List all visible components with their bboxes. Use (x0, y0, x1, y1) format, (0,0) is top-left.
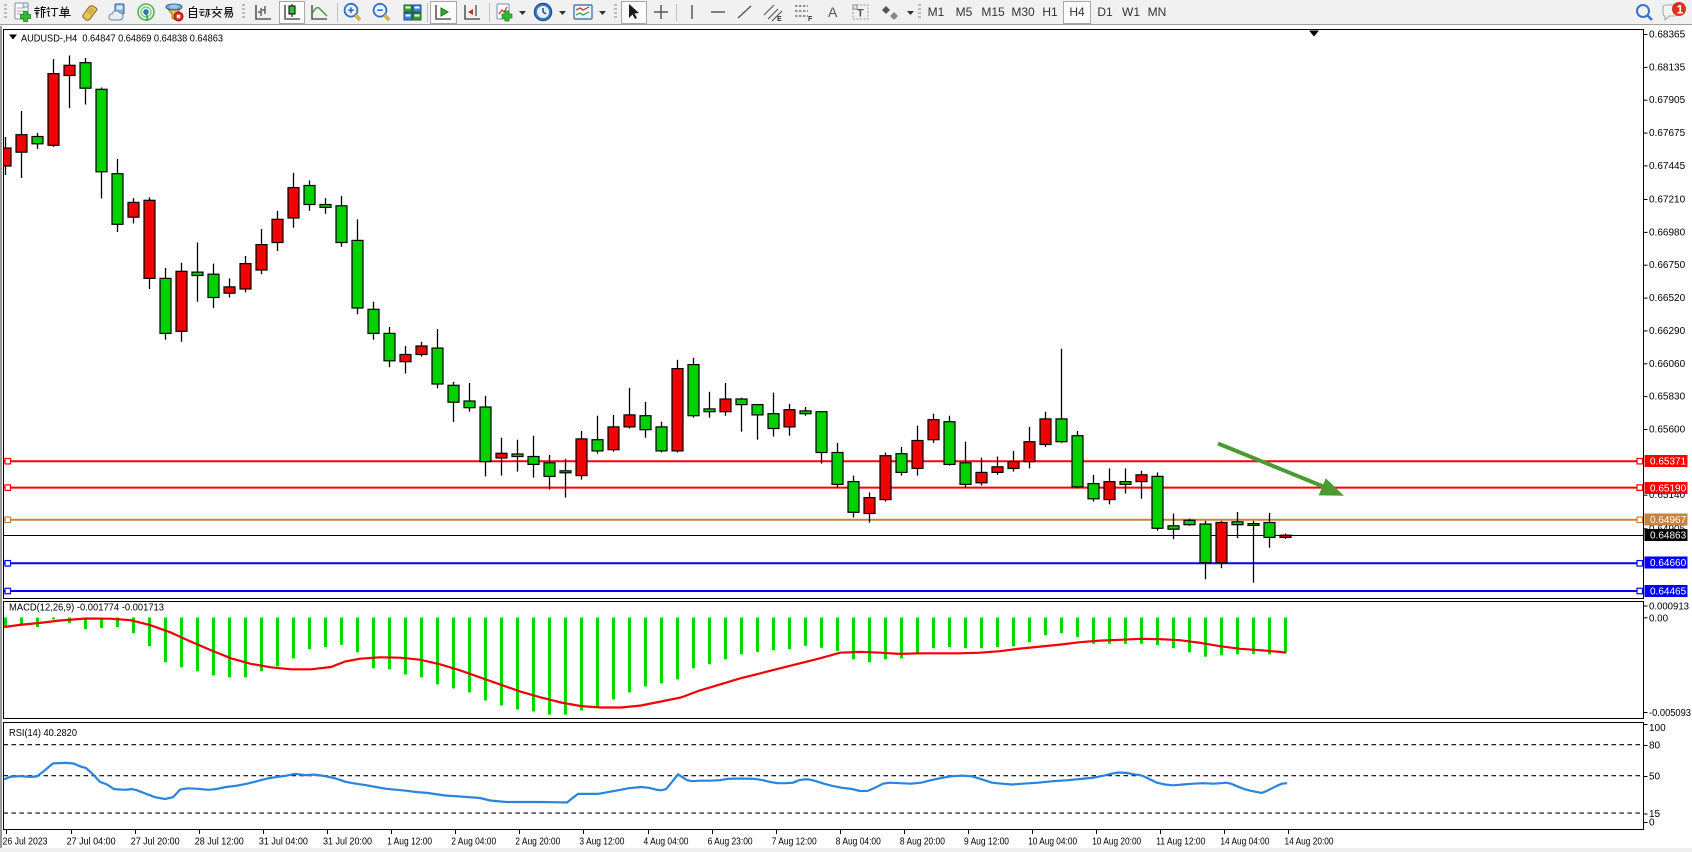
svg-text:14 Aug 20:00: 14 Aug 20:00 (1285, 837, 1334, 848)
svg-text:8 Aug 20:00: 8 Aug 20:00 (900, 837, 945, 848)
svg-text:2 Aug 04:00: 2 Aug 04:00 (451, 837, 496, 848)
svg-text:T: T (857, 8, 864, 20)
svg-text:1 Aug 12:00: 1 Aug 12:00 (387, 837, 432, 848)
svg-text:0.65600: 0.65600 (1649, 425, 1686, 436)
svg-text:50: 50 (1649, 772, 1661, 783)
svg-text:4 Aug 04:00: 4 Aug 04:00 (644, 837, 689, 848)
svg-text:0.64660: 0.64660 (1650, 558, 1687, 569)
svg-text:100: 100 (1649, 723, 1666, 734)
svg-text:3 Aug 12:00: 3 Aug 12:00 (579, 837, 624, 848)
svg-text:10 Aug 20:00: 10 Aug 20:00 (1092, 837, 1141, 848)
svg-text:MACD(12,26,9) -0.001774 -0.001: MACD(12,26,9) -0.001774 -0.001713 (9, 602, 164, 614)
svg-text:0.65830: 0.65830 (1649, 392, 1686, 403)
svg-text:0.67445: 0.67445 (1649, 161, 1686, 172)
svg-text:2 Aug 20:00: 2 Aug 20:00 (515, 837, 560, 848)
svg-text:31 Jul 20:00: 31 Jul 20:00 (323, 837, 372, 848)
svg-text:0.65371: 0.65371 (1650, 457, 1687, 468)
svg-text:8 Aug 04:00: 8 Aug 04:00 (836, 837, 881, 848)
svg-text:0.67675: 0.67675 (1649, 128, 1686, 139)
svg-text:0.66980: 0.66980 (1649, 227, 1686, 238)
svg-text:0.65190: 0.65190 (1650, 484, 1687, 495)
svg-text:AUDUSD-,H4 0.64847 0.64869 0.: AUDUSD-,H4 0.64847 0.64869 0.64838 0.648… (21, 33, 223, 45)
svg-text:31 Jul 04:00: 31 Jul 04:00 (259, 837, 308, 848)
svg-text:80: 80 (1649, 741, 1661, 752)
svg-text:0.64863: 0.64863 (1650, 531, 1687, 542)
svg-text:10 Aug 04:00: 10 Aug 04:00 (1028, 837, 1077, 848)
svg-text:0.66520: 0.66520 (1649, 293, 1686, 304)
svg-text:0.64967: 0.64967 (1650, 515, 1687, 526)
svg-text:0.65140: 0.65140 (1649, 490, 1686, 501)
svg-text:0.67905: 0.67905 (1649, 95, 1686, 106)
svg-text:0.68135: 0.68135 (1649, 62, 1686, 73)
svg-text:9 Aug 12:00: 9 Aug 12:00 (964, 837, 1009, 848)
svg-text:-0.005093: -0.005093 (1649, 708, 1691, 719)
svg-text:RSI(14) 40.2820: RSI(14) 40.2820 (9, 727, 77, 739)
svg-text:1: 1 (1677, 3, 1684, 17)
svg-text:28 Jul 12:00: 28 Jul 12:00 (195, 837, 244, 848)
svg-text:0: 0 (1649, 818, 1655, 829)
svg-text:0.64465: 0.64465 (1650, 587, 1687, 598)
svg-text:E: E (777, 16, 782, 23)
svg-text:0.000913: 0.000913 (1649, 602, 1689, 613)
svg-text:7 Aug 12:00: 7 Aug 12:00 (772, 837, 817, 848)
svg-text:F: F (808, 16, 813, 23)
svg-text:27 Jul 04:00: 27 Jul 04:00 (67, 837, 116, 848)
svg-text:15: 15 (1649, 809, 1661, 820)
svg-text:0.68365: 0.68365 (1649, 30, 1686, 41)
svg-text:27 Jul 20:00: 27 Jul 20:00 (131, 837, 180, 848)
svg-text:6 Aug 23:00: 6 Aug 23:00 (708, 837, 753, 848)
svg-text:0.66060: 0.66060 (1649, 359, 1686, 370)
svg-text:11 Aug 12:00: 11 Aug 12:00 (1156, 837, 1205, 848)
svg-text:14 Aug 04:00: 14 Aug 04:00 (1220, 837, 1269, 848)
svg-text:0.00: 0.00 (1649, 613, 1668, 624)
svg-text:0.66290: 0.66290 (1649, 326, 1686, 337)
svg-text:0.67210: 0.67210 (1649, 195, 1686, 206)
svg-text:26 Jul 2023: 26 Jul 2023 (3, 837, 48, 848)
svg-text:0.66750: 0.66750 (1649, 260, 1686, 271)
